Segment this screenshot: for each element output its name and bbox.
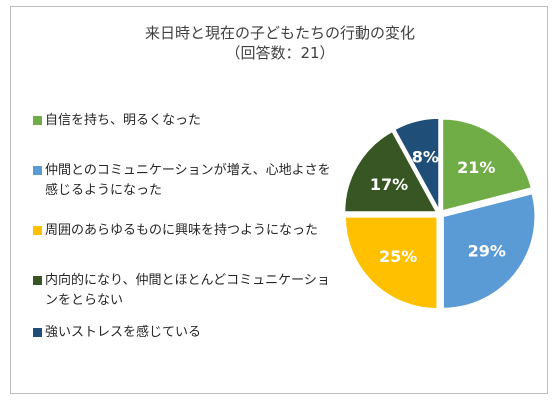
pie-slice-4: [393, 119, 440, 211]
legend-label: 内向的になり、仲間とほとんどコミュニケーションをとらない: [45, 273, 330, 308]
pie-slice-0: [441, 119, 533, 212]
legend-item-communication: 仲間とのコミュニケーションが増え、心地よさを感じるようになった: [33, 161, 338, 201]
slice-label-3: 17%: [370, 175, 408, 194]
chart-subtitle: （回答数：21）: [225, 44, 335, 62]
legend-label: 周囲のあらゆるものに興味を持つようになった: [45, 223, 319, 238]
legend-swatch: [33, 116, 42, 125]
chart-title: 来日時と現在の子どもたちの行動の変化: [144, 24, 415, 42]
legend-item-curiosity: 周囲のあらゆるものに興味を持つようになった: [33, 221, 338, 241]
pie-slice-2: [345, 216, 438, 309]
legend-swatch: [33, 276, 42, 285]
pie-chart: 21% 29% 25% 17%8%: [345, 119, 535, 309]
legend-item-confident: 自信を持ち、明るくなった: [33, 111, 338, 131]
slice-label-2: 25%: [379, 247, 417, 266]
legend-swatch: [33, 226, 42, 235]
chart-title-block: 来日時と現在の子どもたちの行動の変化 （回答数：21）: [11, 23, 549, 63]
legend-label: 自信を持ち、明るくなった: [45, 113, 202, 128]
slice-label-1: 29%: [468, 241, 506, 260]
legend-item-introverted: 内向的になり、仲間とほとんどコミュニケーションをとらない: [33, 271, 338, 311]
pie-slice-3: [345, 130, 438, 213]
slice-label-0: 21%: [457, 158, 495, 177]
legend-swatch: [33, 166, 42, 175]
legend-item-stress: 強いストレスを感じている: [33, 323, 338, 343]
pie-slice-1: [442, 192, 535, 309]
legend-swatch: [33, 328, 42, 337]
chart-frame: 来日時と現在の子どもたちの行動の変化 （回答数：21） 自信を持ち、明るくなった…: [10, 6, 548, 394]
legend-label: 強いストレスを感じている: [45, 325, 202, 340]
slice-label-4: 8%: [412, 148, 439, 167]
legend-label: 仲間とのコミュニケーションが増え、心地よさを感じるようになった: [45, 163, 331, 198]
